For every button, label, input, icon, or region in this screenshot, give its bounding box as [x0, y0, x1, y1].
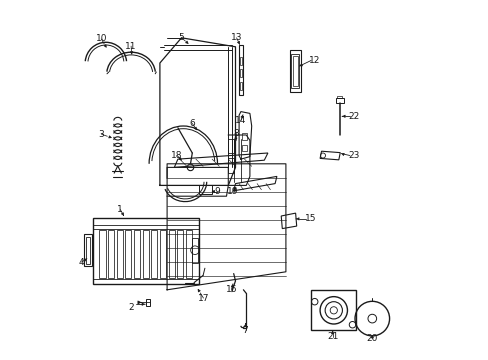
Bar [239, 57, 242, 65]
Bar [168, 230, 174, 278]
Text: 4: 4 [79, 258, 84, 266]
Text: 14: 14 [235, 116, 246, 125]
Text: 23: 23 [348, 151, 359, 160]
Bar [160, 230, 166, 278]
Text: 3: 3 [99, 130, 104, 139]
Text: 1: 1 [117, 205, 123, 214]
Text: 9: 9 [214, 187, 220, 196]
Bar [117, 230, 122, 278]
Text: 20: 20 [366, 334, 377, 343]
Text: 18: 18 [171, 151, 183, 160]
Bar [239, 82, 242, 90]
Bar [84, 234, 92, 266]
Bar [99, 230, 105, 278]
Bar [228, 139, 233, 153]
Bar [335, 98, 343, 103]
Text: 10: 10 [95, 35, 107, 44]
Text: 5: 5 [178, 33, 184, 42]
Bar [151, 230, 157, 278]
Text: 19: 19 [226, 187, 238, 196]
Bar [228, 158, 233, 173]
Bar [241, 145, 247, 151]
Bar [289, 50, 301, 92]
Bar [311, 290, 356, 330]
Bar [337, 96, 342, 98]
Bar [134, 230, 140, 278]
Text: 21: 21 [326, 332, 338, 341]
Bar [239, 69, 242, 77]
Bar [238, 45, 243, 95]
Bar [142, 230, 148, 278]
Bar [291, 54, 299, 88]
Text: 6: 6 [189, 119, 195, 128]
Text: 16: 16 [225, 285, 237, 294]
Text: 12: 12 [308, 56, 320, 65]
Text: 11: 11 [125, 42, 137, 51]
Bar [241, 133, 247, 140]
Bar [199, 185, 212, 194]
Bar [192, 238, 197, 263]
Text: 8: 8 [232, 129, 238, 138]
Bar [292, 56, 297, 86]
Bar [108, 230, 114, 278]
Bar [177, 230, 183, 278]
Bar [125, 230, 131, 278]
Bar [86, 237, 90, 264]
Bar [93, 218, 199, 284]
Text: 2: 2 [128, 302, 134, 312]
Text: 7: 7 [242, 326, 248, 335]
Bar [145, 299, 150, 306]
Text: 17: 17 [197, 294, 209, 302]
Text: 13: 13 [230, 33, 242, 42]
Bar [185, 230, 192, 278]
Text: 15: 15 [304, 215, 315, 223]
Text: 22: 22 [348, 112, 359, 121]
